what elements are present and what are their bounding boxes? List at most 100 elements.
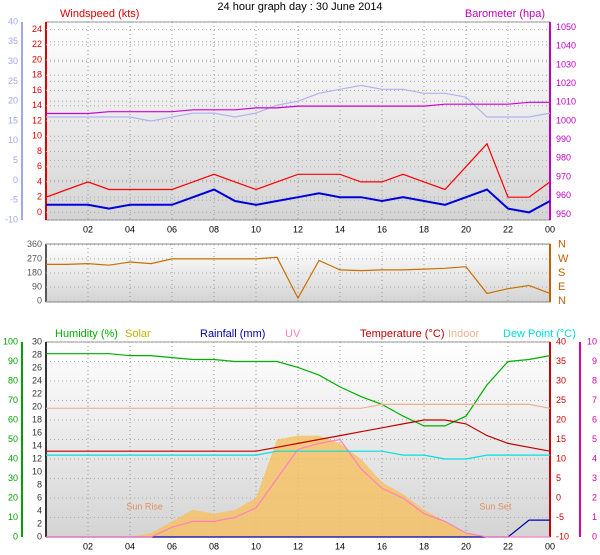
y-tick-label: 980 [556, 153, 571, 163]
y-tick-label: 950 [556, 209, 571, 219]
y-tick-label: 1020 [556, 78, 576, 88]
y-tick-label: -10 [556, 531, 569, 541]
y-tick-label: 16 [32, 427, 42, 437]
y-tick-label: 5 [556, 473, 561, 483]
legend-entry: Humidity (%) [55, 328, 118, 340]
y-tick-label: 10 [8, 512, 18, 522]
line [46, 256, 551, 300]
legend-entry: Dew Point (°C) [503, 328, 576, 340]
y-tick-label: 20 [8, 492, 18, 502]
x-tick-label: 04 [125, 541, 135, 551]
y-tick-label: 9 [592, 356, 597, 366]
legend-entry: Temperature (°C) [360, 328, 444, 340]
x-tick-label: 10 [251, 224, 261, 234]
y-tick-label: 1010 [556, 97, 576, 107]
y-tick-label: 4 [37, 176, 42, 186]
y-tick-label: 30 [32, 336, 42, 346]
y-tick-label: 5 [592, 434, 597, 444]
line [46, 450, 550, 460]
y-tick-label: 16 [32, 85, 42, 95]
y-tick-label: 990 [556, 134, 571, 144]
line [46, 419, 551, 452]
x-tick-label: 18 [419, 541, 429, 551]
y-tick-label: 0 [13, 175, 18, 185]
y-tick-label: 10 [587, 336, 597, 346]
x-tick-label: 20 [461, 224, 471, 234]
y-tick-label: 270 [27, 253, 42, 263]
y-tick-label: 0 [13, 531, 18, 541]
x-tick-label: 04 [125, 224, 135, 234]
y-tick-label: 1000 [556, 115, 576, 125]
y-tick-label: 20 [32, 54, 42, 64]
y-tick-label: 2 [37, 518, 42, 528]
y-tick-label: 90 [32, 281, 42, 291]
y-tick-label: 2 [592, 492, 597, 502]
legend-entry: Rainfall (mm) [200, 328, 265, 340]
y-tick-label: W [558, 253, 569, 265]
x-tick-label: 16 [377, 224, 387, 234]
y-tick-label: 1050 [556, 22, 576, 32]
y-tick-label: 0 [37, 531, 42, 541]
y-tick-label: 960 [556, 190, 571, 200]
y-tick-label: E [558, 281, 565, 293]
line [46, 101, 550, 115]
y-tick-label: 24 [32, 24, 42, 34]
y-tick-label: 28 [32, 349, 42, 359]
y-tick-label: 180 [27, 267, 42, 277]
y-tick-label: -5 [10, 195, 18, 205]
x-tick-label: 14 [335, 541, 345, 551]
y-tick-label: 2 [37, 192, 42, 202]
x-tick-label: 18 [419, 224, 429, 234]
y-tick-label: S [558, 267, 565, 279]
axis-title: Barometer (hpa) [465, 8, 545, 20]
y-tick-label: 40 [8, 453, 18, 463]
y-tick-label: 30 [8, 473, 18, 483]
y-tick-label: 25 [556, 395, 566, 405]
y-tick-label: 4 [37, 505, 42, 515]
y-tick-label: 8 [37, 479, 42, 489]
y-tick-label: 30 [8, 56, 18, 66]
legend-entry: Solar [125, 328, 151, 340]
y-tick-label: 100 [3, 336, 18, 346]
area [46, 435, 550, 537]
x-tick-label: 00 [545, 224, 555, 234]
y-tick-label: 1030 [556, 59, 576, 69]
annotation: Sun Rise [126, 501, 163, 511]
y-tick-label: 22 [32, 388, 42, 398]
y-tick-label: -5 [556, 512, 564, 522]
x-tick-label: 20 [461, 541, 471, 551]
y-tick-label: 360 [27, 239, 42, 249]
y-tick-label: 20 [8, 96, 18, 106]
y-tick-label: 0 [37, 296, 42, 306]
x-tick-label: 06 [167, 541, 177, 551]
y-tick-label: 12 [32, 453, 42, 463]
y-tick-label: 10 [32, 131, 42, 141]
x-tick-label: 08 [209, 541, 219, 551]
line [45, 142, 551, 198]
y-tick-label: 90 [8, 356, 18, 366]
line [46, 353, 551, 427]
y-tick-label: -10 [5, 214, 18, 224]
y-tick-label: 0 [37, 207, 42, 217]
line [46, 438, 550, 538]
y-tick-label: 25 [8, 76, 18, 86]
y-tick-label: 5 [13, 155, 18, 165]
y-tick-label: 50 [8, 434, 18, 444]
y-tick-label: N [558, 295, 566, 307]
y-tick-label: 0 [556, 492, 561, 502]
y-tick-label: 40 [8, 16, 18, 26]
y-tick-label: 3 [592, 473, 597, 483]
y-tick-label: 26 [32, 362, 42, 372]
x-tick-label: 12 [293, 541, 303, 551]
line [46, 403, 551, 409]
x-tick-label: 02 [83, 541, 93, 551]
y-tick-label: 6 [37, 492, 42, 502]
annotation: Sun Set [479, 501, 512, 511]
legend-entry: Indoor [448, 328, 480, 340]
y-tick-label: 40 [556, 336, 566, 346]
y-tick-label: 8 [592, 375, 597, 385]
x-tick-label: 08 [209, 224, 219, 234]
y-tick-label: 6 [592, 414, 597, 424]
x-tick-label: 02 [83, 224, 93, 234]
